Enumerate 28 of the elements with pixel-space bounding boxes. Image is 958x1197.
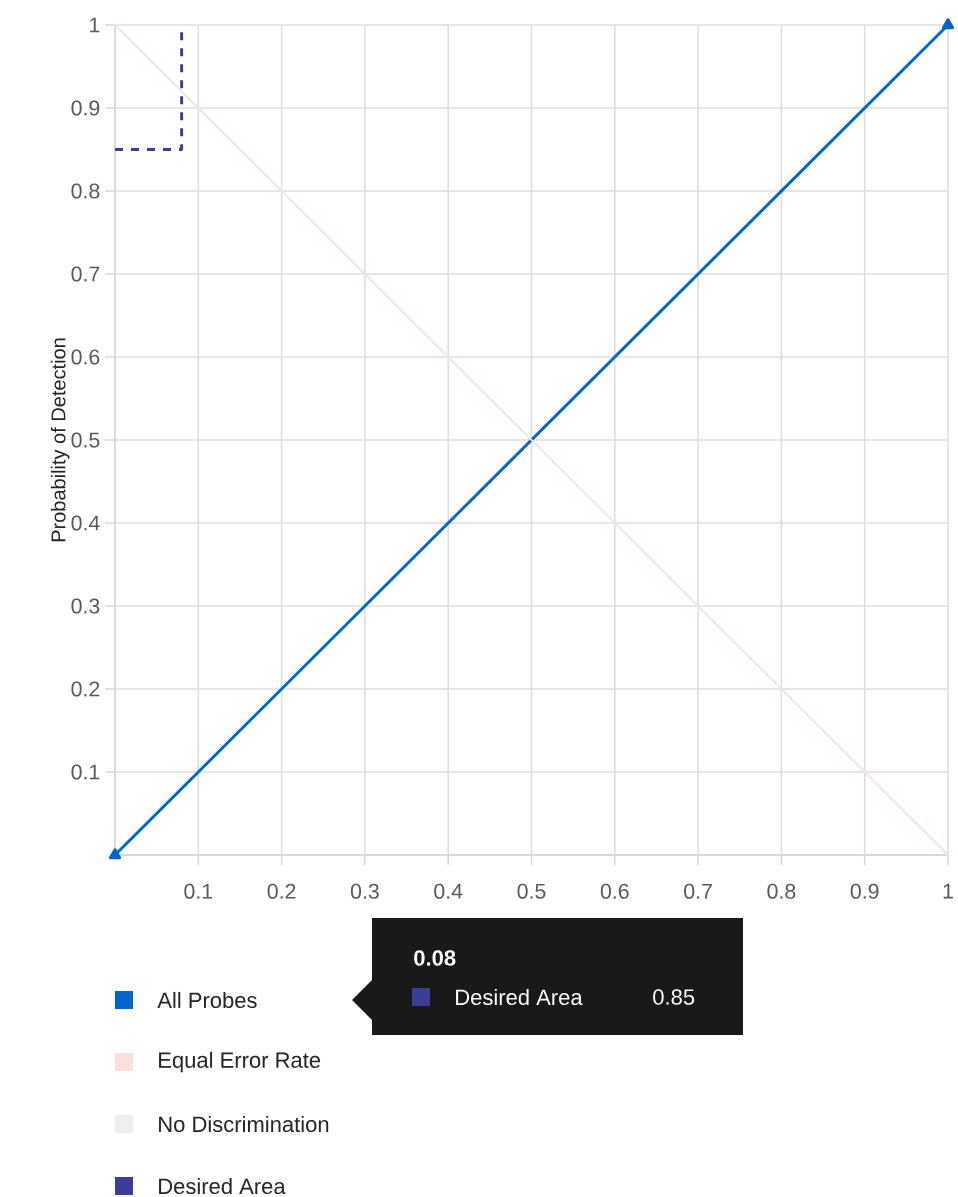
- legend-label: No Discrimination: [158, 1115, 328, 1133]
- x-tick-label: 0.8: [767, 883, 796, 899]
- x-tick-label: 0.6: [600, 883, 629, 899]
- y-tick-label: 0.9: [71, 100, 100, 116]
- x-tick-label: 0.3: [350, 883, 379, 899]
- x-tick-label: 0.2: [267, 883, 296, 899]
- y-tick-label: 0.5: [71, 432, 100, 448]
- x-tick-label: 0.4: [434, 883, 463, 899]
- x-tick-label: 0.1: [184, 883, 212, 899]
- x-tick-label: 0.5: [517, 883, 546, 899]
- x-tick-label: 0.9: [850, 883, 879, 899]
- y-tick-label: 0.8: [71, 183, 100, 199]
- y-tick-label: 0.2: [71, 681, 100, 697]
- legend-label: All Probes: [157, 991, 257, 1009]
- y-tick-label: 0.3: [71, 598, 100, 614]
- text: 0.85: [652, 989, 694, 1005]
- y-tick-label: 0.7: [71, 266, 100, 282]
- y-tick-label: 0.1: [71, 764, 100, 780]
- y-tick-label: 0.6: [71, 349, 100, 365]
- x-tick-label: 0.7: [683, 883, 712, 899]
- y-tick-label: 1: [89, 17, 100, 33]
- y-tick-label: 0.4: [71, 515, 100, 531]
- text: 0.08: [413, 950, 456, 966]
- y-axis-title: Probability of Detection: [50, 338, 70, 542]
- text: Desired Area: [455, 988, 583, 1006]
- legend-label: Equal Error Rate: [158, 1051, 320, 1073]
- legend-label: Desired Area: [158, 1177, 286, 1195]
- x-tick-label: 1: [943, 883, 953, 899]
